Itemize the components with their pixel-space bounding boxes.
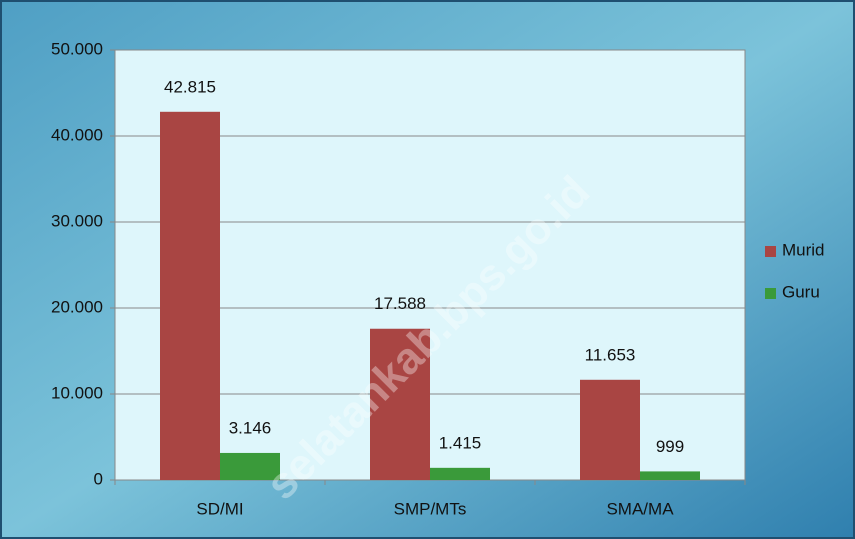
- legend-label: Murid: [782, 240, 825, 259]
- x-tick-label: SD/MI: [196, 499, 243, 518]
- data-label: 3.146: [229, 418, 272, 437]
- legend-swatch: [765, 246, 776, 257]
- bar: [430, 467, 490, 480]
- bar: [640, 471, 700, 480]
- y-tick-label: 50.000: [51, 39, 103, 58]
- data-label: 1.415: [439, 433, 482, 452]
- y-tick-label: 30.000: [51, 211, 103, 230]
- bar: [580, 379, 640, 480]
- y-tick-label: 0: [94, 469, 103, 488]
- y-tick-label: 20.000: [51, 297, 103, 316]
- bar: [370, 328, 430, 480]
- data-label: 999: [656, 437, 684, 456]
- data-label: 42.815: [164, 77, 216, 96]
- legend-label: Guru: [782, 282, 820, 301]
- bar: [160, 111, 220, 480]
- legend-swatch: [765, 288, 776, 299]
- data-label: 11.653: [585, 345, 636, 364]
- x-tick-label: SMA/MA: [606, 499, 674, 518]
- data-label: 17.588: [374, 294, 426, 313]
- x-tick-label: SMP/MTs: [394, 499, 467, 518]
- y-tick-label: 10.000: [51, 383, 103, 402]
- y-tick-label: 40.000: [51, 125, 103, 144]
- bar: [220, 452, 280, 480]
